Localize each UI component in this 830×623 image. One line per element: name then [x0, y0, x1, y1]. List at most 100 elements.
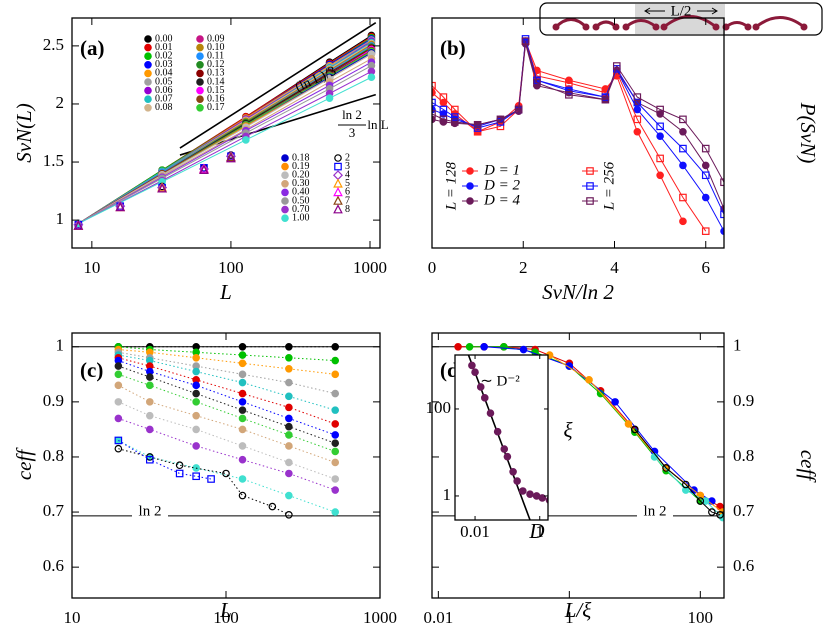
marker [701, 161, 710, 170]
marker [679, 127, 687, 136]
legend-label: 2 [345, 152, 350, 163]
marker [679, 161, 687, 170]
legend-label: 0.50 [292, 195, 310, 206]
marker [285, 365, 293, 373]
legend-label: 0.19 [292, 161, 310, 172]
marker [242, 136, 250, 144]
marker [145, 398, 154, 406]
x-tick-label: 0 [428, 258, 437, 277]
marker [612, 62, 621, 70]
marker [519, 345, 528, 354]
legend-label: 0.30 [292, 178, 310, 189]
legend-label: 0.18 [292, 152, 310, 163]
marker [238, 406, 247, 414]
marker [681, 480, 690, 489]
marker [480, 342, 488, 351]
plot-area [72, 342, 380, 519]
legend-label: 0.03 [155, 59, 173, 70]
legend-marker [144, 95, 152, 104]
annotation: ln L [367, 117, 388, 132]
marker [285, 353, 293, 362]
plot-area [432, 35, 724, 235]
marker [633, 98, 642, 107]
marker [331, 389, 340, 398]
marker [192, 367, 200, 376]
x-axis-label: L [219, 598, 232, 622]
label-background [132, 502, 168, 522]
legend-label: 4 [345, 169, 350, 180]
y-tick-label: 1 [56, 209, 65, 228]
marker [656, 110, 664, 118]
legend-marker [334, 154, 342, 162]
x-tick-label: 6 [702, 258, 711, 277]
marker [331, 420, 340, 428]
marker [473, 120, 482, 129]
marker [503, 452, 512, 461]
legend-label: 0.14 [207, 76, 225, 87]
marker [679, 217, 687, 226]
marker [701, 193, 710, 202]
marker [114, 362, 123, 370]
legend-marker [144, 78, 152, 86]
legend-label: 0.40 [292, 187, 310, 198]
y-tick-label: 0.9 [733, 391, 754, 410]
legend-group-label: L = 256 [601, 161, 617, 211]
legend-marker [144, 61, 152, 69]
panel-label: (b) [440, 36, 466, 60]
panel-label: (c) [80, 358, 103, 382]
marker [631, 425, 639, 434]
marker [679, 144, 687, 153]
marker [533, 79, 541, 87]
marker [468, 361, 476, 370]
marker [656, 154, 664, 163]
marker [175, 461, 184, 470]
y-tick-label: 100 [426, 398, 452, 417]
marker [285, 469, 293, 478]
y-tick-label: 0.6 [43, 556, 64, 575]
marker [238, 359, 247, 368]
marker [325, 94, 334, 102]
marker [192, 472, 200, 481]
legend-label: 6 [345, 187, 350, 198]
x-tick-label: 0.01 [423, 608, 453, 623]
marker [145, 373, 154, 381]
marker [565, 362, 574, 370]
marker [526, 490, 534, 498]
x-tick-label: 100 [218, 258, 244, 277]
legend-label: 8 [345, 204, 350, 215]
marker [238, 425, 247, 434]
plot-area [432, 342, 724, 522]
marker [238, 442, 247, 450]
legend-label: 0.06 [155, 85, 173, 96]
marker [192, 425, 200, 434]
marker [538, 494, 547, 502]
x-axis-label: D [528, 519, 544, 543]
legend-label: 0.10 [207, 42, 225, 53]
y-axis-label: ceff [796, 450, 820, 483]
legend-marker [144, 69, 152, 78]
marker [679, 193, 687, 202]
legend-label: 0.01 [155, 42, 173, 53]
legend-marker [281, 171, 289, 180]
marker [701, 227, 710, 235]
marker [656, 122, 664, 131]
legend-label: 0.09 [207, 33, 225, 44]
plot-area [73, 21, 377, 230]
y-tick-label: 1 [443, 485, 452, 504]
axes-frame [431, 17, 725, 249]
y-axis-label: ceff [12, 447, 36, 480]
x-tick-label: 4 [610, 258, 619, 277]
marker [331, 475, 340, 483]
marker [521, 37, 530, 46]
legend-marker [144, 104, 152, 112]
x-tick-label: 1000 [353, 258, 387, 277]
legend-marker [196, 95, 204, 104]
series-line [118, 346, 336, 362]
x-tick-label: 100 [213, 608, 239, 623]
marker [192, 442, 200, 450]
y-axis-label: SvN(L) [12, 103, 36, 163]
marker [611, 398, 619, 406]
panel: 0 2 4 6 (b) SvN/ln 2 P(SvN) L/2 D = 1D = 2D = 4 L… [428, 3, 820, 303]
